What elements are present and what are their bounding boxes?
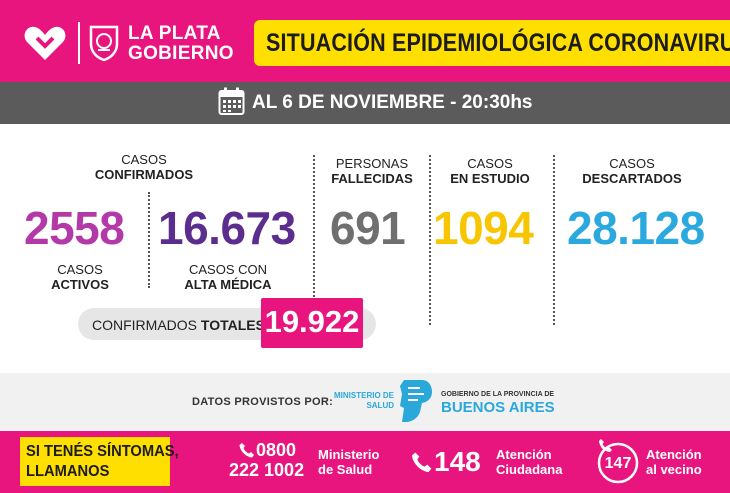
totales-label: CONFIRMADOS TOTALES: [92, 317, 265, 333]
phone1-number-l1: 0800: [256, 440, 297, 460]
brand-line2: GOBIERNO: [128, 43, 234, 64]
phone1-desc-l1: Ministerio: [318, 447, 380, 462]
city-seal-icon: [89, 25, 119, 62]
phone3-desc-l1: Atención: [646, 447, 702, 462]
phone1-desc: Ministerio de Salud: [318, 447, 379, 477]
phone1-desc-l2: de Salud: [318, 462, 373, 477]
title-box: SITUACIÓN EPIDEMIOLÓGICA CORONAVIRUS: [254, 20, 730, 66]
activos-label-l2: ACTIVOS: [51, 277, 109, 292]
estudio-label: CASOS EN ESTUDIO: [440, 156, 540, 186]
estudio-value: 1094: [433, 202, 534, 254]
gob-label-l1: GOBIERNO DE LA PROVINCIA DE: [441, 391, 555, 398]
alta-value: 16.673: [158, 202, 296, 254]
phone2-desc-l1: Atención: [496, 447, 552, 462]
province-map-icon: [400, 380, 432, 422]
estudio-label-l2: EN ESTUDIO: [450, 171, 530, 186]
descartados-label: CASOS DESCARTADOS: [580, 156, 684, 186]
ministerio-label: MINISTERIO DE SALUD: [334, 391, 394, 411]
descartados-value: 28.128: [567, 202, 705, 254]
confirmados-label: CASOS CONFIRMADOS: [92, 152, 196, 182]
brand-name: LA PLATA GOBIERNO: [128, 24, 234, 64]
source-band: [0, 373, 730, 431]
alta-label-l1: CASOS CON: [188, 262, 267, 277]
phone3-desc-l2: al vecino: [646, 462, 702, 477]
activos-label-l1: CASOS: [57, 262, 103, 277]
phone3-desc: Atención al vecino: [646, 447, 702, 477]
confirmados-label-l1: CASOS: [121, 152, 167, 167]
divider-fallecidas: [313, 155, 315, 325]
source-label: DATOS PROVISTOS POR:: [192, 396, 334, 408]
report-date: AL 6 DE NOVIEMBRE - 20:30hs: [252, 92, 533, 113]
phone3-number: 147: [604, 455, 632, 472]
logo-divider: [78, 22, 80, 64]
divider-estudio: [429, 155, 431, 325]
circle-phone-icon: [597, 439, 639, 484]
phone-icon-148: [412, 452, 432, 472]
fallecidas-value: 691: [330, 202, 406, 254]
sintomas-box: SI TENÉS SÍNTOMAS, LLAMANOS: [20, 437, 179, 486]
alta-label-l2: ALTA MÉDICA: [184, 277, 272, 292]
alta-label: CASOS CON ALTA MÉDICA: [178, 262, 278, 292]
fallecidas-label-l1: PERSONAS: [335, 156, 409, 171]
brand-line1: LA PLATA: [128, 23, 221, 44]
ministerio-l1: MINISTERIO DE: [334, 391, 395, 400]
activos-label: CASOS ACTIVOS: [40, 262, 120, 292]
gob-label-l2: BUENOS AIRES: [441, 399, 555, 416]
phone2-desc-l2: Ciudadana: [496, 462, 563, 477]
phone-icon: [239, 443, 254, 458]
descartados-label-l1: CASOS: [609, 156, 655, 171]
divider-activos: [148, 192, 150, 288]
fallecidas-label: PERSONAS FALLECIDAS: [322, 156, 422, 186]
sintomas-l1: SI TENÉS SÍNTOMAS,: [26, 443, 179, 460]
phone2-number: 148: [434, 446, 481, 477]
sintomas-l2: LLAMANOS: [26, 463, 110, 480]
calendar-icon: [218, 87, 245, 115]
totales-label-a: CONFIRMADOS: [92, 317, 201, 333]
descartados-label-l2: DESCARTADOS: [582, 171, 682, 186]
estudio-label-l1: CASOS: [467, 156, 513, 171]
totales-label-b: TOTALES: [200, 317, 265, 333]
activos-value: 2558: [24, 202, 125, 254]
page-title: SITUACIÓN EPIDEMIOLÓGICA CORONAVIRUS: [266, 29, 730, 57]
date-band: [0, 82, 730, 124]
totales-value: 19.922: [264, 304, 360, 339]
totales-box: 19.922: [261, 298, 363, 348]
divider-descartados: [553, 155, 555, 325]
phone2-desc: Atención Ciudadana: [496, 447, 562, 477]
ministerio-l2: SALUD: [366, 401, 394, 410]
confirmados-label-l2: CONFIRMADOS: [94, 167, 194, 182]
fallecidas-label-l2: FALLECIDAS: [331, 171, 413, 186]
heart-logo-icon: [24, 26, 66, 60]
phone1-number-l2: 222 1002: [229, 460, 305, 480]
sintomas-text: SI TENÉS SÍNTOMAS, LLAMANOS: [26, 442, 179, 482]
